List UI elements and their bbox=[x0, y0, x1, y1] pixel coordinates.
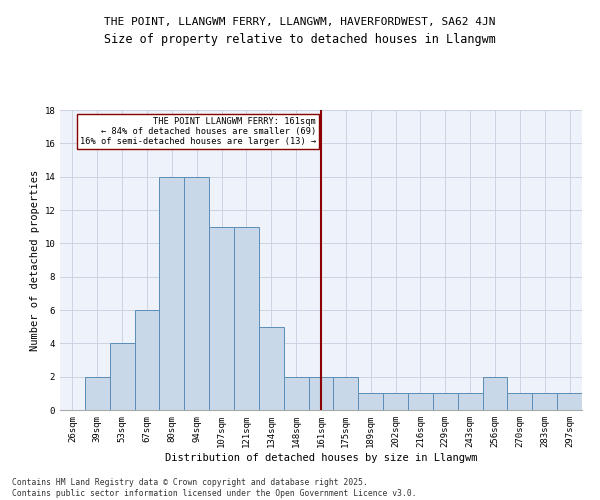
Bar bbox=[358, 394, 383, 410]
Bar bbox=[557, 394, 582, 410]
Bar bbox=[334, 376, 358, 410]
Bar bbox=[110, 344, 134, 410]
Bar bbox=[85, 376, 110, 410]
Bar bbox=[482, 376, 508, 410]
Bar bbox=[408, 394, 433, 410]
Bar bbox=[508, 394, 532, 410]
Text: THE POINT, LLANGWM FERRY, LLANGWM, HAVERFORDWEST, SA62 4JN: THE POINT, LLANGWM FERRY, LLANGWM, HAVER… bbox=[104, 18, 496, 28]
Bar bbox=[284, 376, 308, 410]
Text: THE POINT LLANGWM FERRY: 161sqm
← 84% of detached houses are smaller (69)
16% of: THE POINT LLANGWM FERRY: 161sqm ← 84% of… bbox=[80, 116, 316, 146]
Bar bbox=[532, 394, 557, 410]
Text: Size of property relative to detached houses in Llangwm: Size of property relative to detached ho… bbox=[104, 32, 496, 46]
Y-axis label: Number of detached properties: Number of detached properties bbox=[30, 170, 40, 350]
Bar bbox=[308, 376, 334, 410]
Bar bbox=[209, 226, 234, 410]
Bar bbox=[259, 326, 284, 410]
Text: Contains HM Land Registry data © Crown copyright and database right 2025.
Contai: Contains HM Land Registry data © Crown c… bbox=[12, 478, 416, 498]
Bar bbox=[134, 310, 160, 410]
Bar bbox=[160, 176, 184, 410]
X-axis label: Distribution of detached houses by size in Llangwm: Distribution of detached houses by size … bbox=[165, 452, 477, 462]
Bar bbox=[383, 394, 408, 410]
Bar bbox=[433, 394, 458, 410]
Bar bbox=[458, 394, 482, 410]
Bar bbox=[184, 176, 209, 410]
Bar bbox=[234, 226, 259, 410]
